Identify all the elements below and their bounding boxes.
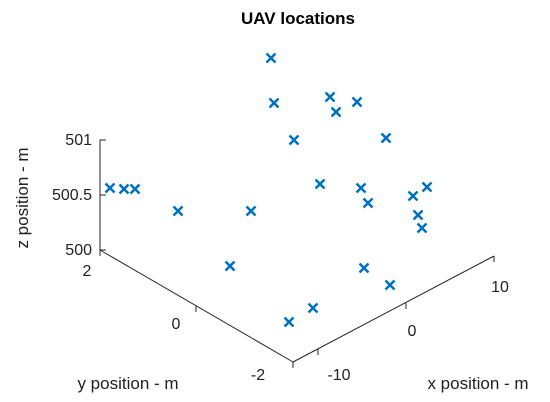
data-point-20	[358, 262, 370, 274]
y-tick-label: 0	[172, 316, 181, 333]
axes	[99, 139, 495, 368]
data-point-22	[307, 302, 319, 314]
data-point-21	[384, 279, 396, 291]
data-point-15	[407, 190, 419, 202]
z-tick-label: 500	[65, 242, 92, 259]
data-point-10	[172, 205, 184, 217]
data-point-8	[118, 183, 130, 195]
x-tick-label: 0	[408, 323, 417, 340]
data-point-4	[351, 96, 363, 108]
chart-title: UAV locations	[241, 9, 355, 28]
data-point-19	[224, 260, 236, 272]
data-point-18	[416, 222, 428, 234]
x-axis-label: x position - m	[427, 374, 528, 393]
data-point-11	[245, 205, 257, 217]
y-axis-label: y position - m	[77, 374, 178, 393]
x-tick-label: 10	[491, 279, 509, 296]
x-axis-line	[292, 255, 495, 363]
data-point-7	[104, 182, 116, 194]
z-tick-label: 500.5	[52, 187, 92, 204]
data-point-16	[421, 181, 433, 193]
data-point-9	[129, 183, 141, 195]
y-tick-label: 2	[83, 263, 92, 280]
z-axis-label: z position - m	[13, 147, 32, 248]
data-point-13	[355, 182, 367, 194]
data-point-2	[324, 91, 336, 103]
data-point-3	[330, 106, 342, 118]
data-point-6	[380, 132, 392, 144]
data-points	[104, 52, 433, 328]
data-point-12	[314, 178, 326, 190]
data-point-14	[362, 197, 374, 209]
data-point-23	[283, 316, 295, 328]
x-tick-label: -10	[327, 367, 350, 384]
data-point-5	[288, 134, 300, 146]
z-tick-label: 501	[65, 132, 92, 149]
data-point-0	[265, 52, 277, 64]
data-point-17	[412, 209, 424, 221]
y-tick-label: -2	[251, 367, 265, 384]
data-point-1	[268, 97, 280, 109]
